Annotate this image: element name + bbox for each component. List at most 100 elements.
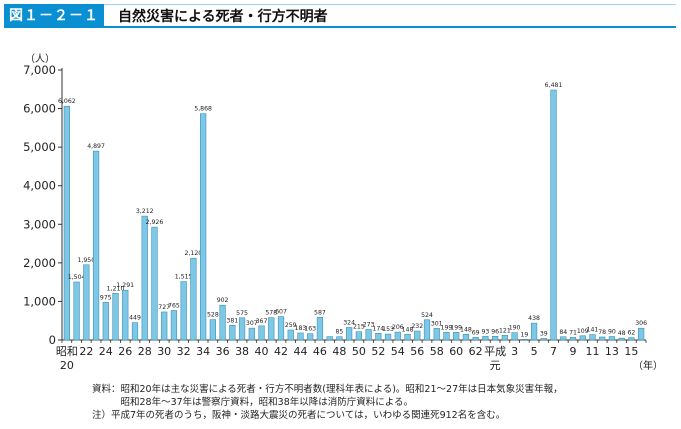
bar-value-label: 1,515	[175, 274, 193, 281]
bar	[472, 337, 479, 341]
bar	[307, 333, 314, 341]
bar-value-label: 528	[207, 312, 219, 319]
bar	[131, 322, 139, 341]
bar-value-label: 607	[275, 309, 287, 316]
x-tick-label: 60	[449, 345, 463, 358]
bar-value-label: 2,926	[146, 219, 164, 226]
y-axis-unit-label: （人）	[25, 53, 55, 65]
bar-value-label: 69	[472, 329, 480, 336]
bar	[560, 336, 567, 341]
bar	[540, 338, 547, 341]
bar	[599, 336, 606, 341]
bar	[63, 105, 70, 341]
y-tick-label: 0	[49, 333, 56, 347]
figure-number: 図１－２－１	[4, 4, 104, 28]
bar	[180, 281, 187, 341]
bar-value-label: 727	[158, 304, 170, 311]
bar-value-label: 39	[540, 330, 548, 337]
x-tick-label: 50	[352, 345, 366, 358]
x-axis-unit-label: （年）	[633, 359, 663, 372]
bar	[521, 338, 528, 341]
bar	[638, 327, 645, 341]
bar-value-label: 163	[304, 326, 316, 333]
x-tick-label: 24	[99, 345, 113, 358]
bar	[102, 302, 109, 341]
bar	[346, 327, 353, 341]
note-source-2: 昭和28年～37年は警察庁資料，昭和38年以降は消防庁資料による。	[92, 397, 413, 408]
bar	[375, 332, 382, 341]
x-tick-label: 62	[469, 345, 483, 358]
bar-value-label: 48	[618, 330, 626, 337]
bar	[618, 337, 625, 341]
note-source-1: 資料：昭和20年は主な災害による死者・行方不明者数(理科年表による)。昭和21～…	[92, 384, 563, 395]
bar	[258, 325, 265, 341]
bar-value-label: 121	[499, 327, 511, 334]
bar	[433, 328, 440, 341]
bar	[229, 325, 236, 341]
bar	[384, 333, 392, 341]
bar-value-label: 6,062	[58, 98, 76, 105]
bar-value-label: 1,210	[107, 285, 125, 292]
bar-value-label: 1,950	[77, 257, 95, 264]
bar	[268, 317, 275, 341]
bar-value-label: 307	[246, 320, 258, 327]
x-tick-label: 11	[585, 345, 599, 358]
bar-value-label: 183	[295, 325, 307, 332]
x-tick-label: 平成	[484, 345, 506, 358]
x-tick-label: 昭和	[56, 345, 78, 358]
x-tick-label: 32	[177, 345, 191, 358]
x-tick-label-line2: 元	[490, 359, 501, 372]
bar	[530, 322, 538, 341]
bar-value-label: 1,291	[116, 282, 134, 289]
bar	[462, 333, 470, 341]
bar	[122, 289, 129, 341]
bar	[151, 226, 158, 341]
bar	[336, 336, 343, 341]
x-tick-label: 9	[570, 345, 577, 358]
x-tick-label: 56	[410, 345, 424, 358]
y-tick-label: 5,000	[23, 140, 56, 154]
bar	[453, 332, 460, 341]
bar-chart: （人） 0 1,000 2,000 3,000 4,000 5,000 6,000 7,000 6…	[23, 53, 663, 372]
bar-value-label: 84	[559, 329, 567, 336]
bar	[365, 329, 372, 341]
bar-value-label: 578	[265, 310, 277, 317]
bar-value-label: 2,120	[185, 250, 203, 257]
bar	[141, 215, 148, 341]
bar-value-label: 587	[314, 309, 326, 316]
bar-value-label: 1,504	[68, 274, 86, 281]
bar-value-label: 78	[598, 329, 606, 336]
bar-value-label: 902	[217, 297, 229, 304]
bar-value-label: 273	[363, 321, 375, 328]
bar	[200, 113, 207, 341]
bar	[209, 319, 216, 341]
bar-value-label: 259	[285, 322, 297, 329]
bar-value-label: 19	[520, 331, 528, 338]
bar-value-label: 141	[587, 327, 599, 334]
bar-value-label: 524	[421, 312, 433, 319]
x-tick-label: 38	[235, 345, 249, 358]
bar	[248, 327, 255, 341]
x-tick-label: 44	[293, 345, 307, 358]
y-tick-label: 3,000	[23, 217, 56, 231]
bar-value-label: 381	[226, 317, 238, 324]
bar	[277, 316, 285, 341]
bar	[394, 331, 401, 341]
bar	[83, 264, 90, 341]
bar-value-label: 199	[441, 324, 453, 331]
bar	[589, 334, 596, 341]
x-tick-label: 22	[79, 345, 93, 358]
bar-value-label: 3,212	[136, 208, 154, 215]
bar-value-label: 6,481	[545, 82, 563, 89]
bar-value-label: 306	[635, 320, 647, 327]
x-tick-label: 7	[550, 345, 557, 358]
bar	[112, 293, 119, 341]
x-tick-label-line2: 20	[60, 359, 74, 372]
x-tick-label: 52	[371, 345, 385, 358]
x-tick-label: 54	[391, 345, 405, 358]
x-tick-label: 46	[313, 345, 327, 358]
notes: 資料：昭和20年は主な災害による死者・行方不明者数(理科年表による)。昭和21～…	[92, 383, 563, 422]
bar	[569, 336, 577, 341]
bar-value-label: 96	[491, 328, 499, 335]
bar	[482, 336, 489, 341]
